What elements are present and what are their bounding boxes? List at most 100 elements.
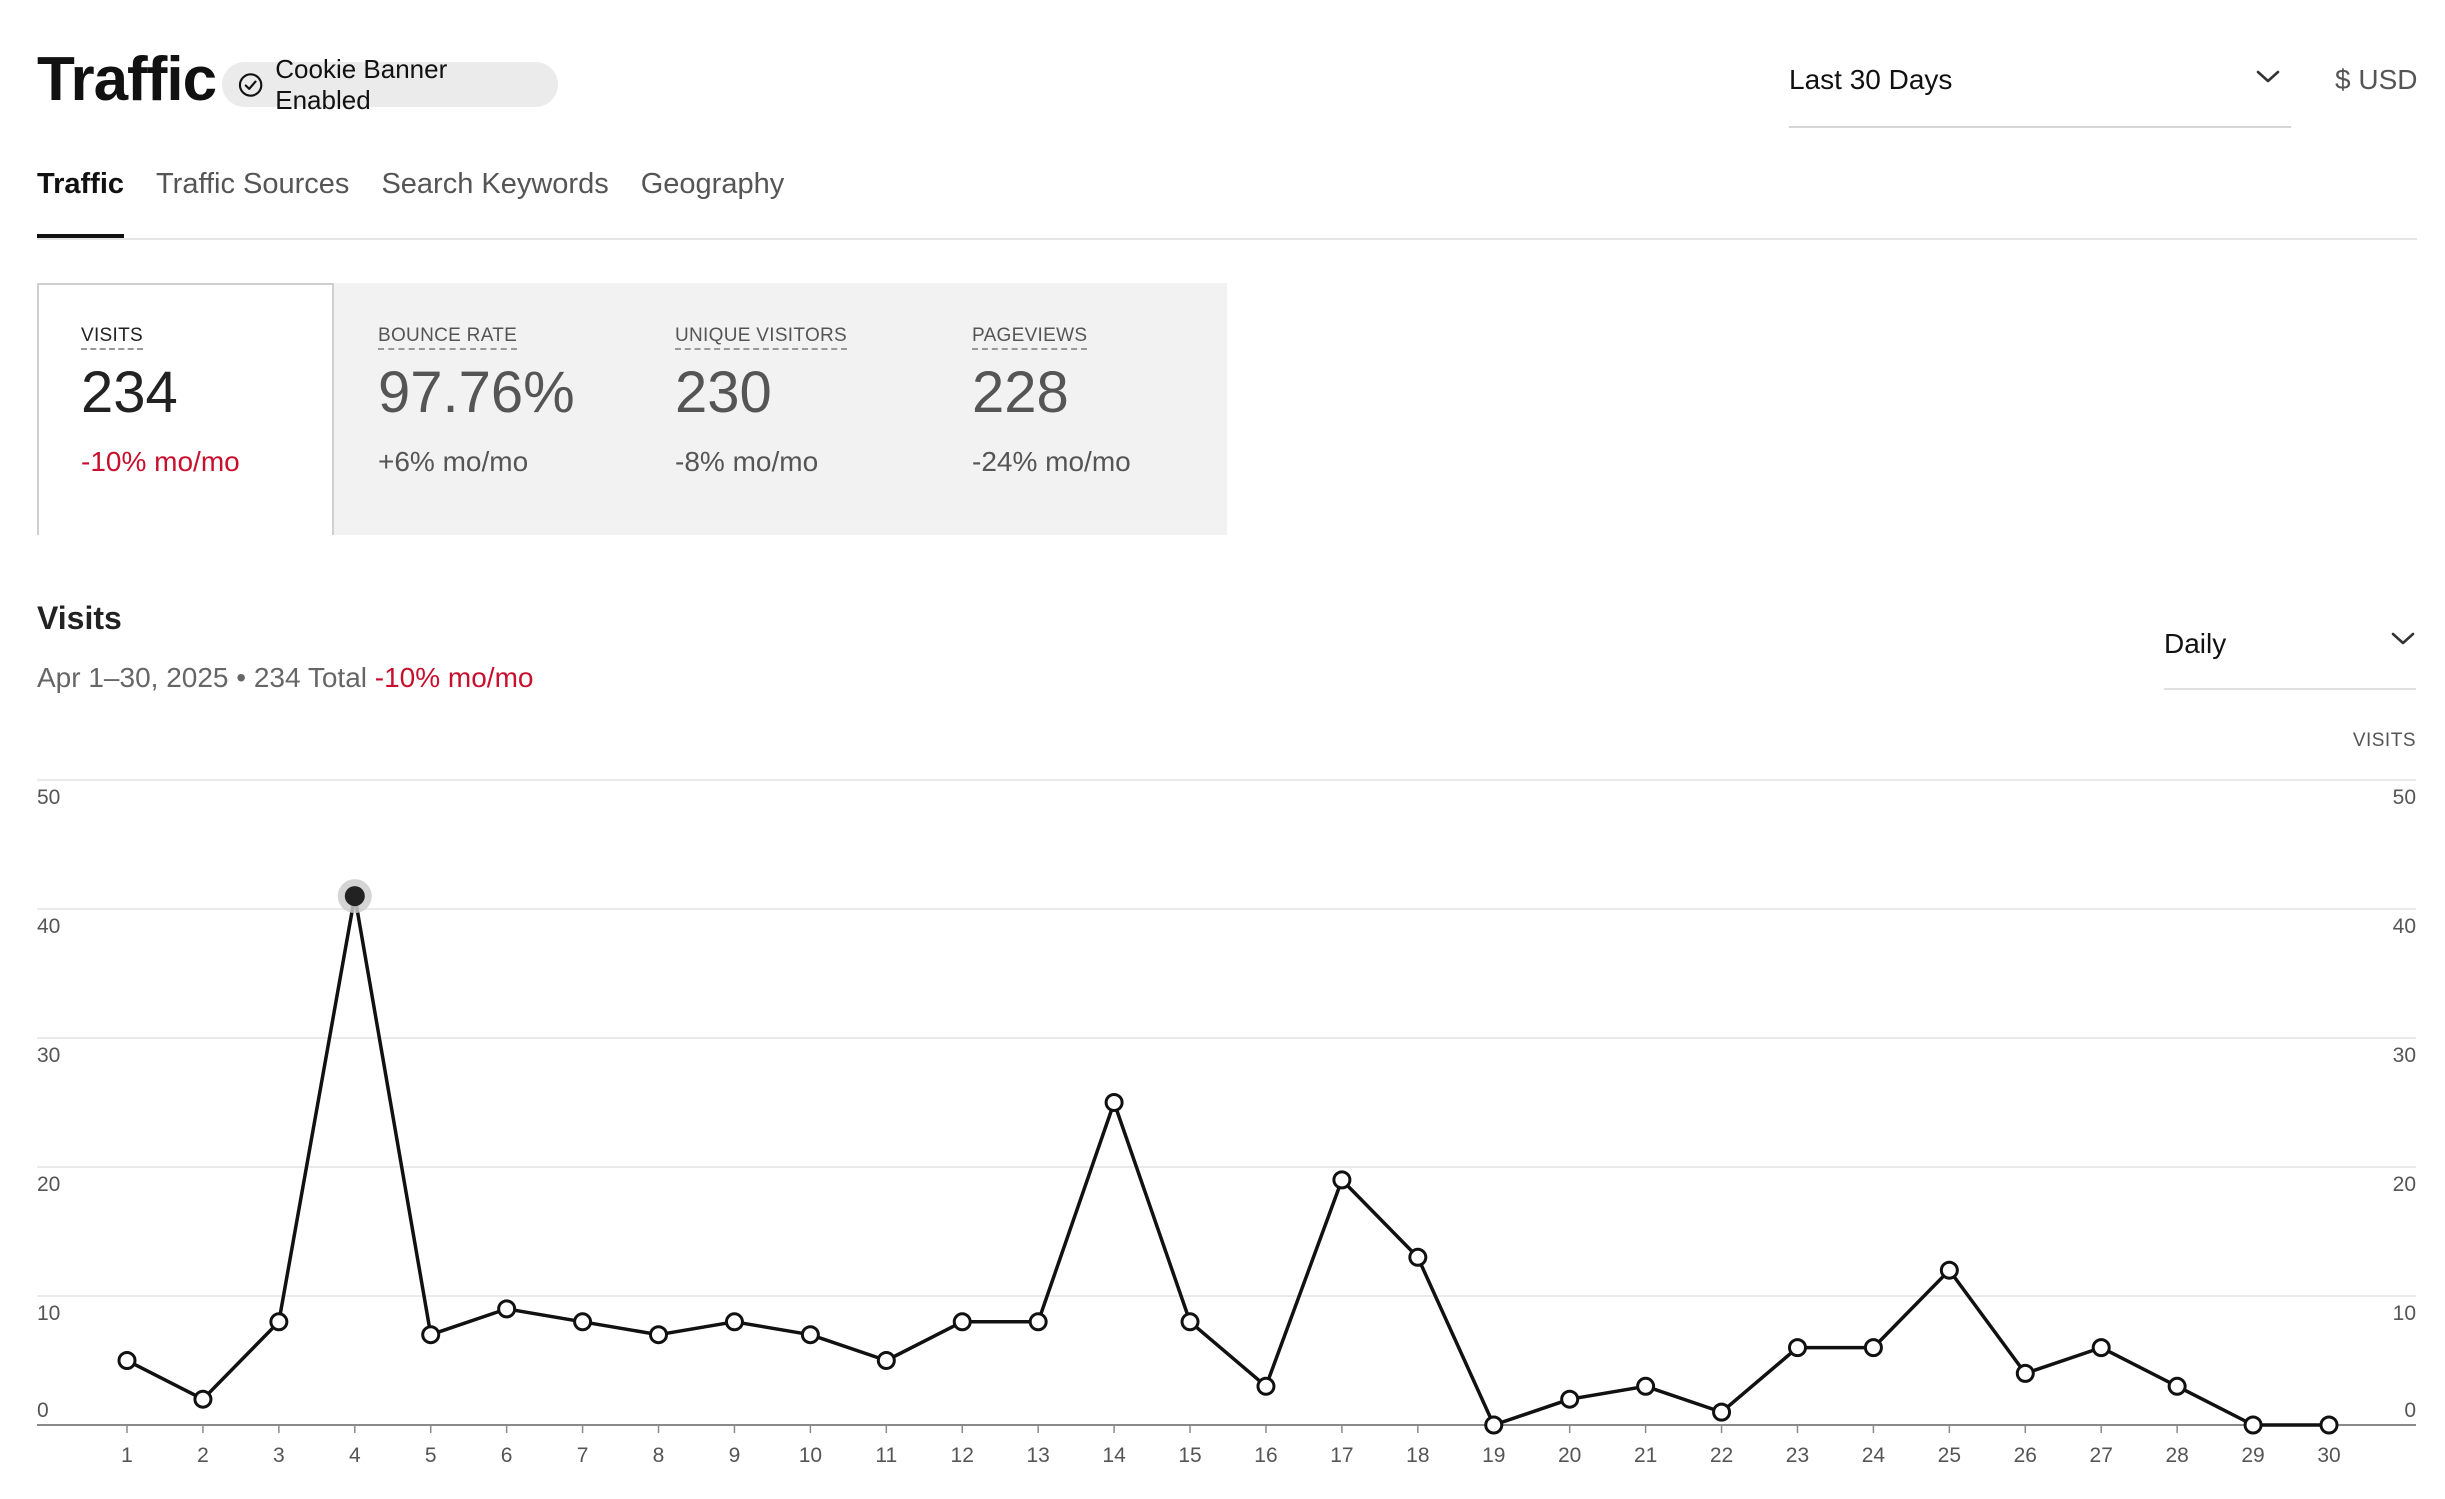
y-tick-label-right: 20 <box>2393 1173 2416 1196</box>
data-point <box>1104 1093 1124 1112</box>
metric-change: -8% mo/mo <box>675 446 819 477</box>
x-tick-label: 10 <box>799 1444 822 1467</box>
data-point <box>1636 1376 1656 1396</box>
x-tick-label: 20 <box>1558 1444 1581 1467</box>
y-tick-label-left: 50 <box>37 786 60 809</box>
data-point <box>1787 1338 1807 1358</box>
y-tick-label-right: 40 <box>2393 915 2416 938</box>
date-range-value: Last 30 Days <box>1789 64 1953 95</box>
data-point <box>2167 1376 2187 1396</box>
y-tick-label-left: 0 <box>37 1399 49 1422</box>
metric-value: 97.76% <box>378 360 575 425</box>
x-tick-label: 16 <box>1254 1444 1277 1467</box>
x-tick-label: 19 <box>1482 1444 1505 1467</box>
tab-traffic-sources[interactable]: Traffic Sources <box>156 168 350 200</box>
metric-change: -24% mo/mo <box>972 446 1131 477</box>
x-tick-label: 28 <box>2165 1444 2188 1467</box>
x-tick-label: 17 <box>1330 1444 1353 1467</box>
y-tick-label-right: 30 <box>2393 1044 2416 1067</box>
data-point <box>1712 1402 1732 1422</box>
date-range-select[interactable]: Last 30 Days <box>1789 56 2291 128</box>
check-circle-icon <box>238 72 263 97</box>
x-tick-label: 6 <box>501 1444 513 1467</box>
metric-change: +6% mo/mo <box>378 446 529 477</box>
data-point <box>573 1312 593 1332</box>
x-tick-label: 27 <box>2090 1444 2113 1467</box>
metric-value: 234 <box>81 360 178 425</box>
data-point <box>2243 1415 2263 1435</box>
visits-section-title: Visits <box>37 600 122 636</box>
y-tick-label-right: 10 <box>2393 1302 2416 1325</box>
y-tick-label-left: 10 <box>37 1302 60 1325</box>
data-point <box>1939 1260 1959 1280</box>
data-point <box>800 1325 820 1345</box>
x-tick-label: 23 <box>1786 1444 1809 1467</box>
x-tick-label: 5 <box>425 1444 437 1467</box>
y-axis-caption: VISITS <box>2352 730 2416 751</box>
tab-search-keywords[interactable]: Search Keywords <box>381 168 609 200</box>
data-point <box>1560 1389 1580 1409</box>
period-select[interactable]: Daily <box>2164 628 2416 690</box>
cookie-banner-badge[interactable]: Cookie Banner Enabled <box>222 54 558 115</box>
x-tick-label: 29 <box>2241 1444 2264 1467</box>
metric-change: -10% mo/mo <box>81 446 240 477</box>
series-line <box>125 894 2331 1427</box>
metric-cards: VISITS 234 -10% mo/mo BOUNCE RATE 97.76%… <box>37 283 1227 535</box>
x-tick-label: 21 <box>1634 1444 1657 1467</box>
metric-card-pageviews[interactable]: PAGEVIEWS 228 -24% mo/mo <box>928 283 1225 535</box>
data-point <box>724 1312 744 1332</box>
tab-geography[interactable]: Geography <box>640 168 785 200</box>
metric-card-visits[interactable]: VISITS 234 -10% mo/mo <box>37 283 334 535</box>
period-value: Daily <box>2164 628 2227 659</box>
x-tick-label: 18 <box>1406 1444 1429 1467</box>
data-point <box>2015 1363 2035 1383</box>
x-tick-label: 22 <box>1710 1444 1733 1467</box>
tab-traffic[interactable]: Traffic <box>37 160 125 238</box>
cookie-badge-label: Cookie Banner Enabled <box>275 53 448 115</box>
chevron-down-icon <box>2256 70 2280 83</box>
metric-card-bounce-rate[interactable]: BOUNCE RATE 97.76% +6% mo/mo <box>334 283 631 535</box>
data-point <box>497 1299 517 1319</box>
x-tick-label: 26 <box>2014 1444 2037 1467</box>
x-tick-label: 2 <box>197 1444 209 1467</box>
data-point <box>2319 1415 2339 1435</box>
x-tick-label: 4 <box>349 1444 361 1467</box>
x-tick-label: 9 <box>729 1444 741 1467</box>
y-tick-label-left: 40 <box>37 915 60 938</box>
visits-subtitle: Apr 1–30, 2025 • 234 Total -10% mo/mo <box>37 662 533 694</box>
data-point <box>876 1351 896 1370</box>
x-tick-label: 24 <box>1862 1444 1886 1467</box>
y-tick-label-right: 50 <box>2393 786 2416 809</box>
x-tick-label: 11 <box>875 1444 897 1467</box>
data-point <box>1408 1247 1428 1267</box>
metric-label: BOUNCE RATE <box>378 325 518 350</box>
metric-card-unique-visitors[interactable]: UNIQUE VISITORS 230 -8% mo/mo <box>631 283 928 535</box>
x-tick-label: 15 <box>1178 1444 1201 1467</box>
currency-selector[interactable]: $ USD <box>2335 64 2418 95</box>
data-point <box>1256 1376 1276 1396</box>
metric-value: 230 <box>675 360 772 425</box>
data-point <box>421 1325 441 1345</box>
data-point <box>269 1312 289 1332</box>
data-point <box>952 1312 972 1332</box>
metric-label: VISITS <box>81 325 143 350</box>
metric-label: UNIQUE VISITORS <box>675 325 848 350</box>
x-tick-label: 1 <box>121 1444 133 1467</box>
y-tick-label-left: 20 <box>37 1173 60 1196</box>
highlighted-data-point <box>344 886 365 907</box>
data-point <box>1180 1312 1200 1332</box>
data-point <box>1332 1170 1352 1190</box>
x-tick-label: 3 <box>273 1444 285 1467</box>
x-tick-label: 13 <box>1026 1444 1049 1467</box>
y-tick-label-right: 0 <box>2404 1399 2416 1422</box>
x-tick-label: 30 <box>2317 1444 2340 1467</box>
x-tick-label: 7 <box>577 1444 589 1467</box>
visits-date-total: Apr 1–30, 2025 • 234 Total <box>37 662 367 693</box>
data-point <box>117 1351 137 1370</box>
x-tick-label: 25 <box>1938 1444 1961 1467</box>
data-point <box>1028 1312 1048 1332</box>
x-tick-label: 8 <box>653 1444 665 1467</box>
data-point <box>193 1389 213 1409</box>
x-tick-label: 12 <box>951 1444 974 1467</box>
